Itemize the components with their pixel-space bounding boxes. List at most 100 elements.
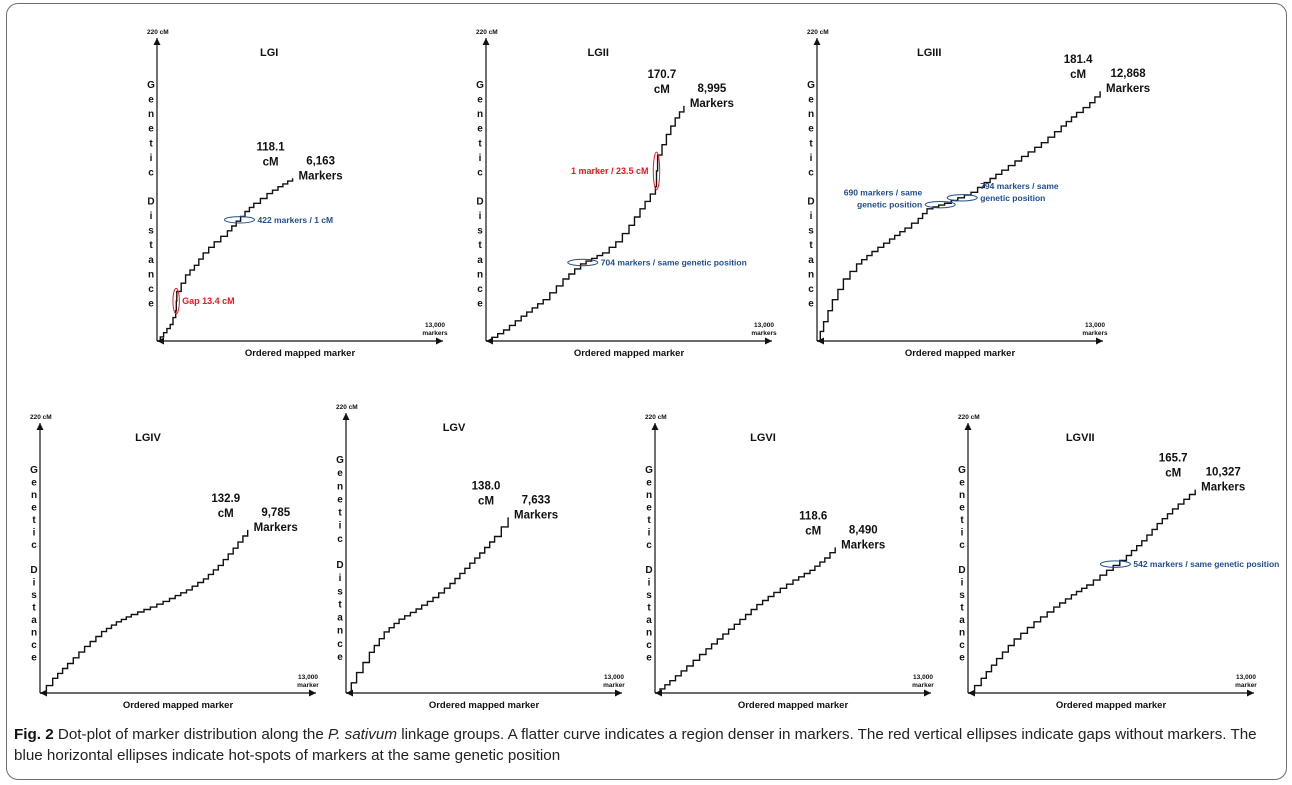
y-axis-label-letter: n	[477, 109, 483, 120]
y-axis-label-letter: t	[809, 240, 813, 251]
y-axis-label-letter: c	[148, 284, 154, 295]
y-axis-label-letter: e	[959, 653, 965, 664]
caption-label: Fig. 2	[14, 726, 54, 743]
end-distance-value: 170.7	[647, 69, 676, 81]
y-axis-label-letter: c	[148, 167, 154, 178]
y-axis-label-letter: c	[646, 640, 652, 651]
y-axis-label-letter: G	[336, 455, 344, 466]
y-max-label: 220 cM	[807, 29, 829, 36]
y-axis-label-letter: n	[337, 481, 343, 492]
y-axis-label-letter: s	[959, 590, 965, 601]
y-axis-arrow	[964, 423, 972, 430]
x-max-value: 13,000	[913, 674, 933, 681]
y-axis-label-letter: t	[338, 508, 342, 519]
chart-title: LGVII	[1066, 432, 1095, 444]
end-marker-count: 6,163	[306, 155, 335, 167]
hotspot-ellipse	[924, 200, 956, 209]
y-axis-label-letter: n	[959, 490, 965, 501]
y-axis-label-letter: c	[646, 540, 652, 551]
y-axis-label-letter: n	[959, 628, 965, 639]
y-axis-label-letter: n	[808, 109, 814, 120]
y-axis-label-letter: a	[477, 255, 483, 266]
y-axis-label-letter: c	[808, 284, 814, 295]
y-axis-label-letter: n	[31, 490, 37, 501]
y-axis-label-letter: i	[961, 578, 964, 589]
y-axis-label-letter: e	[808, 124, 814, 135]
hotspot-label: 690 markers / same	[844, 188, 923, 198]
y-axis-label-letter: G	[476, 80, 484, 91]
x-max-unit: marker	[297, 682, 319, 689]
y-axis-label-letter: e	[148, 95, 154, 106]
y-max-label: 220 cM	[30, 414, 52, 421]
y-axis-label-letter: e	[646, 503, 652, 514]
end-marker-count: 10,327	[1206, 467, 1241, 479]
y-axis-label-letter: e	[646, 653, 652, 664]
caption-text-2: linkage groups. A flatter curve indicate…	[14, 726, 1257, 764]
end-marker-count: 12,868	[1111, 68, 1147, 80]
y-axis-label-letter: e	[31, 503, 37, 514]
y-axis-label-letter: t	[478, 138, 482, 149]
chart-title: LGIV	[135, 432, 161, 444]
hotspot-ellipse	[567, 258, 599, 267]
y-axis-label-letter: D	[645, 565, 652, 576]
y-axis-label-letter	[961, 553, 964, 564]
chart-title: LGVI	[750, 432, 776, 444]
x-axis-arrow	[924, 689, 931, 697]
marker-curve	[655, 547, 836, 694]
y-axis-label-letter: c	[31, 640, 37, 651]
y-axis-label-letter: a	[337, 613, 343, 624]
y-axis-label-letter: a	[959, 615, 965, 626]
x-max-value: 13,000	[1236, 674, 1256, 681]
y-axis-label-letter: n	[148, 109, 154, 120]
marker-curve	[968, 489, 1196, 694]
y-axis-label-letter	[810, 182, 813, 193]
gap-ellipse	[172, 287, 180, 315]
y-axis-label-letter: s	[337, 586, 343, 597]
hotspot-label-line-2: genetic position	[857, 200, 922, 210]
end-distance-value: 132.9	[211, 493, 240, 505]
y-axis-label-letter: e	[31, 653, 37, 664]
x-max-unit: marker	[912, 682, 934, 689]
x-axis-label: Ordered mapped marker	[123, 700, 234, 711]
hotspot-ellipse	[1099, 560, 1131, 568]
y-axis-label-letter: i	[479, 153, 482, 164]
gap-label: Gap 13.4 cM	[182, 296, 235, 306]
y-axis-label-letter: e	[808, 95, 814, 106]
y-axis-label-letter: e	[477, 124, 483, 135]
y-axis-label-letter: n	[337, 626, 343, 637]
y-axis-label-letter: i	[961, 528, 964, 539]
y-axis-label-letter: c	[31, 540, 37, 551]
y-axis-label-letter: D	[476, 197, 483, 208]
y-axis-arrow	[813, 38, 821, 45]
y-axis-label-letter: a	[31, 615, 37, 626]
y-axis-arrow	[153, 38, 161, 45]
end-marker-count: 7,633	[522, 494, 551, 506]
end-marker-count: 8,490	[849, 524, 878, 536]
y-axis-label-letter: t	[149, 240, 153, 251]
y-axis-label-letter: n	[808, 269, 814, 280]
y-axis-label-letter: c	[477, 167, 483, 178]
y-axis-label-letter: t	[960, 603, 964, 614]
y-axis-label-letter: i	[810, 211, 813, 222]
y-axis-label-letter: a	[148, 255, 154, 266]
y-axis-label-letter: t	[32, 515, 36, 526]
y-axis-label-letter: G	[147, 80, 155, 91]
caption-species: P. sativum	[328, 726, 397, 743]
x-max-unit: markers	[751, 330, 777, 337]
x-axis-label: Ordered mapped marker	[1056, 700, 1167, 711]
y-axis-label-letter: G	[807, 80, 815, 91]
x-axis-arrow	[1247, 689, 1254, 697]
end-distance-value: 118.1	[257, 141, 286, 153]
x-max-value: 13,000	[754, 322, 774, 329]
x-max-unit: marker	[1235, 682, 1257, 689]
marker-curve	[346, 517, 509, 694]
hotspot-label: 542 markers / same genetic position	[1133, 559, 1279, 569]
